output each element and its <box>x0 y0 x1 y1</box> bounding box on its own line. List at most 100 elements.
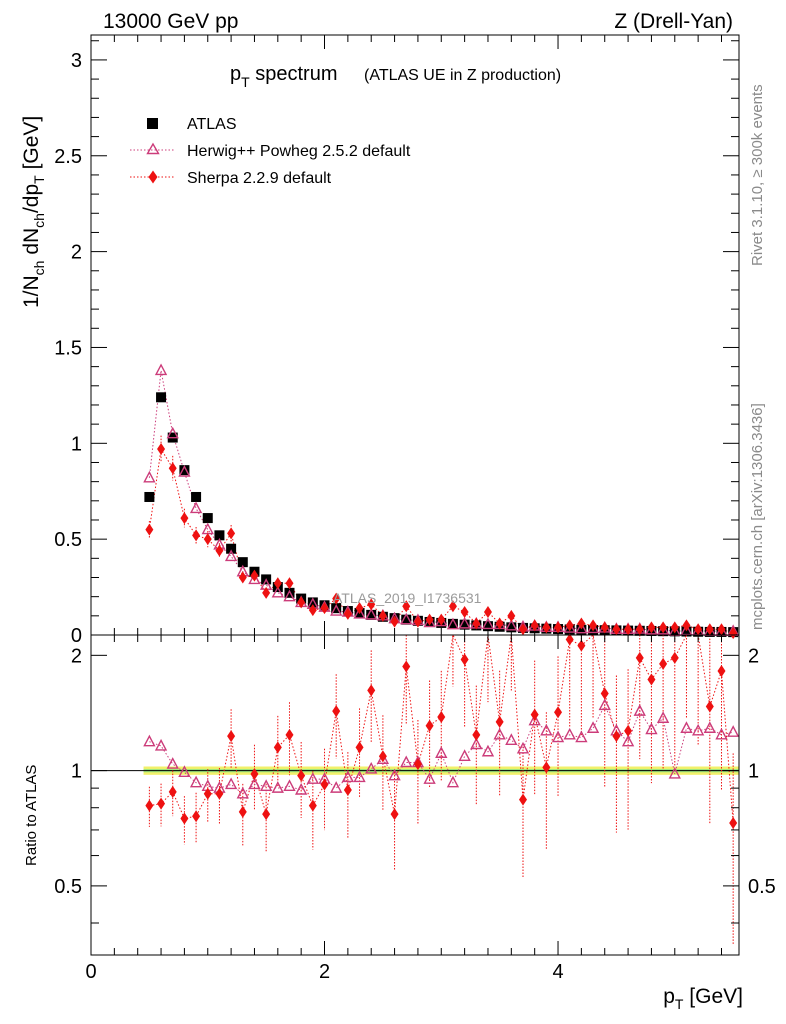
herwig-ratio-point <box>330 781 343 793</box>
main-y-tick-label: 0 <box>71 625 82 647</box>
sherpa-ratio-point <box>624 724 633 737</box>
sherpa-main-point <box>729 627 738 640</box>
sherpa-ratio-point <box>612 730 621 743</box>
herwig-ratio-point <box>259 779 273 791</box>
sherpa-ratio-point <box>180 812 189 825</box>
herwig-ratio-point <box>224 777 238 790</box>
sherpa-ratio-point <box>647 673 656 686</box>
herwig-ratio-point <box>435 746 448 758</box>
main-plot-panel: 00.511.522.53 pT spectrum (ATLAS UE in Z… <box>20 34 740 647</box>
herwig-ratio-point <box>703 721 716 733</box>
atlas-main-point <box>284 587 295 598</box>
herwig-ratio-point <box>365 761 378 774</box>
sherpa-ratio-point <box>168 785 177 798</box>
herwig-ratio-point <box>621 734 635 747</box>
sherpa-main-point <box>495 617 504 630</box>
herwig-ratio-point <box>656 711 670 723</box>
sherpa-main-point <box>262 586 271 599</box>
herwig-main-point <box>189 501 203 514</box>
herwig-main-point <box>458 616 471 629</box>
plot-title-tail: spectrum <box>250 63 338 85</box>
legend-herwig-label: Herwig++ Powheg 2.5.2 default <box>187 143 411 160</box>
sherpa-ratio-point <box>285 728 294 741</box>
ylabel-part-a: 1/N <box>20 275 43 308</box>
herwig-main-point <box>353 606 366 619</box>
herwig-ratio-point <box>680 721 693 733</box>
header-collision-energy: 13000 GeV pp <box>103 10 238 33</box>
atlas-main-point <box>156 392 167 403</box>
ratio-y-tick-label-right: 2 <box>748 645 759 667</box>
main-y-tick-label: 2 <box>71 242 82 264</box>
sherpa-ratio-point <box>192 810 201 823</box>
sherpa-main-point <box>554 621 563 634</box>
sherpa-main-point <box>483 605 492 618</box>
x-tick-label: 2 <box>319 961 330 983</box>
sherpa-main-point <box>343 607 352 620</box>
herwig-ratio-point <box>540 723 553 736</box>
legend-atlas-label: ATLAS <box>187 116 237 133</box>
sherpa-ratio-point <box>519 793 527 806</box>
atlas-main-point <box>506 622 517 633</box>
sherpa-main-point <box>215 544 224 557</box>
legend-atlas-marker <box>147 118 158 129</box>
herwig-ratio-point <box>154 738 168 751</box>
ratio-y-tick-label-right: 1 <box>748 761 759 783</box>
sherpa-main-point <box>624 623 633 636</box>
sherpa-main-point <box>647 621 656 634</box>
sherpa-main-point <box>192 529 201 542</box>
sherpa-main-point <box>145 523 154 536</box>
sherpa-ratio-point <box>472 728 481 741</box>
sherpa-ratio-point <box>542 761 551 774</box>
herwig-ratio-point <box>236 786 249 799</box>
herwig-main-point <box>586 621 600 634</box>
sherpa-ratio-point <box>554 706 563 719</box>
herwig-ratio-point <box>645 722 658 735</box>
herwig-ratio-point <box>470 737 483 750</box>
sherpa-ratio-point <box>320 778 329 791</box>
herwig-ratio-point <box>691 723 705 736</box>
main-y-tick-label: 2.5 <box>54 146 82 168</box>
herwig-ratio-point <box>563 727 576 740</box>
legend-sherpa-marker <box>148 170 158 184</box>
sherpa-main-point <box>530 619 539 632</box>
sherpa-main-point <box>308 604 317 617</box>
legend-sherpa-label: Sherpa 2.2.9 default <box>187 170 332 187</box>
sherpa-main-point <box>448 600 457 613</box>
herwig-ratio-point <box>178 765 191 777</box>
sherpa-ratio-point <box>250 767 259 780</box>
herwig-ratio-point <box>341 770 355 783</box>
herwig-ratio-point <box>493 727 506 740</box>
sherpa-ratio-point <box>157 797 166 810</box>
legend-herwig-marker <box>146 142 160 155</box>
sherpa-main-point <box>577 617 586 630</box>
ratio-y-tick-label: 1 <box>71 761 82 783</box>
herwig-main-point <box>481 617 495 630</box>
herwig-ratio-point <box>458 749 471 761</box>
herwig-main-point <box>143 470 156 483</box>
ratio-y-tick-label: 0.5 <box>54 876 82 898</box>
sherpa-main-point <box>694 623 703 636</box>
herwig-ratio-point <box>376 752 390 765</box>
herwig-main-point <box>248 572 261 585</box>
atlas-main-point <box>447 618 458 629</box>
atlas-main-point <box>237 557 248 568</box>
atlas-main-point <box>144 491 155 502</box>
herwig-main-point <box>446 617 460 630</box>
sherpa-main-point <box>320 602 329 615</box>
header-process: Z (Drell-Yan) <box>614 10 733 33</box>
plot-title-subscript: T <box>241 74 250 90</box>
herwig-ratio-point <box>598 698 611 711</box>
herwig-ratio-point <box>668 766 681 779</box>
sherpa-main-point <box>612 623 621 636</box>
main-y-tick-label: 1 <box>71 433 82 455</box>
main-axis-tick-labels: 0 0.5 1 1.5 2 2.5 3 <box>54 50 82 647</box>
sherpa-ratio-point <box>577 639 586 652</box>
sherpa-ratio-point <box>297 769 306 782</box>
ylabel-part-c: dN <box>20 228 43 261</box>
sherpa-main-point <box>402 600 411 613</box>
ylabel-part-e: /dp <box>20 184 43 213</box>
herwig-ratio-point <box>505 733 518 745</box>
sherpa-main-point <box>297 596 306 609</box>
sherpa-main-point <box>413 615 422 628</box>
